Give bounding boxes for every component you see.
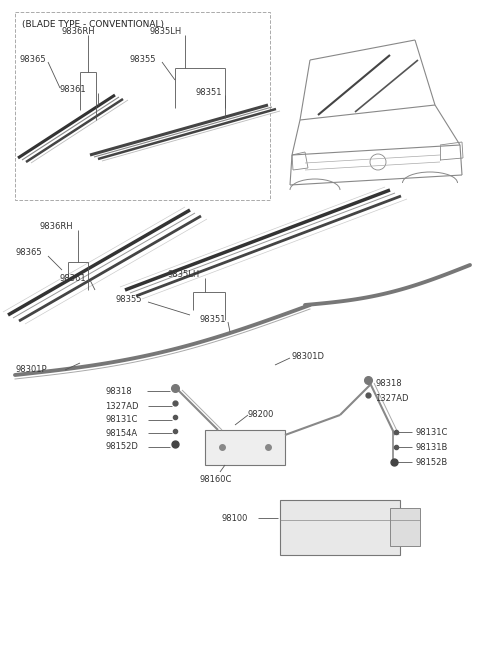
Text: 98355: 98355 bbox=[130, 55, 156, 64]
Text: 98301P: 98301P bbox=[15, 365, 47, 374]
Text: 98361: 98361 bbox=[60, 274, 86, 283]
Text: 98361: 98361 bbox=[60, 85, 86, 94]
Text: 9836RH: 9836RH bbox=[40, 222, 73, 231]
Text: 98152D: 98152D bbox=[105, 442, 138, 451]
Text: 9835LH: 9835LH bbox=[150, 27, 182, 36]
Text: 9836RH: 9836RH bbox=[62, 27, 96, 36]
Text: 98200: 98200 bbox=[248, 410, 275, 419]
Text: 1327AD: 1327AD bbox=[375, 394, 408, 403]
Text: 98160C: 98160C bbox=[200, 475, 232, 484]
Text: 98152B: 98152B bbox=[415, 458, 447, 467]
Text: 98365: 98365 bbox=[15, 248, 42, 257]
Text: 98351: 98351 bbox=[200, 315, 227, 324]
Text: 98351: 98351 bbox=[195, 88, 221, 97]
Text: 98131C: 98131C bbox=[415, 428, 447, 437]
Text: 98318: 98318 bbox=[375, 379, 402, 388]
Text: 98100: 98100 bbox=[222, 514, 248, 523]
Bar bbox=[280, 500, 400, 555]
Text: 98154A: 98154A bbox=[105, 429, 137, 438]
Text: 1327AD: 1327AD bbox=[105, 402, 139, 411]
Text: (BLADE TYPE - CONVENTIONAL): (BLADE TYPE - CONVENTIONAL) bbox=[22, 20, 164, 29]
Bar bbox=[15, 12, 270, 200]
Text: 98365: 98365 bbox=[20, 55, 47, 64]
Text: 9835LH: 9835LH bbox=[168, 270, 200, 279]
Text: 98301D: 98301D bbox=[292, 352, 325, 361]
Bar bbox=[390, 508, 420, 546]
Text: 98318: 98318 bbox=[105, 387, 132, 396]
Text: 98131B: 98131B bbox=[415, 443, 447, 452]
Bar bbox=[205, 430, 285, 465]
Text: 98355: 98355 bbox=[115, 295, 142, 304]
Text: 98131C: 98131C bbox=[105, 415, 137, 424]
